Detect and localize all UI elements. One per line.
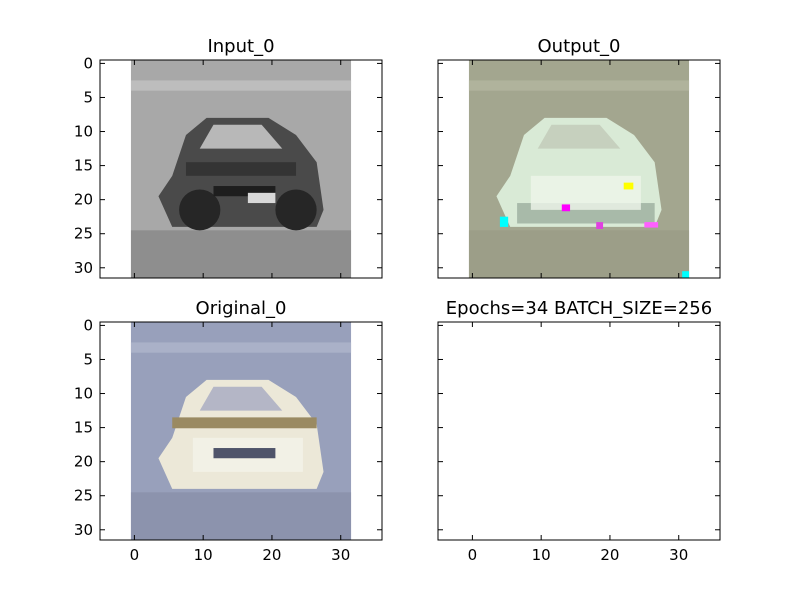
panel-output-image-artifact <box>644 222 659 228</box>
panel-output-image-artifact <box>623 182 634 190</box>
panel-output-image <box>468 60 690 278</box>
panel-output-image-car-window <box>537 124 621 149</box>
panel-original-ytick-label: 10 <box>74 385 93 403</box>
panel-original-ytick-label: 25 <box>74 487 93 505</box>
panel-original-axes-frame <box>99 321 383 541</box>
panel-original-image-horizon <box>130 342 352 353</box>
panel-input-ytick-label: 5 <box>83 88 93 106</box>
panel-input-image-road <box>130 230 352 278</box>
panel-input-ytick-label: 25 <box>74 225 93 243</box>
panel-output-image-road <box>468 230 690 278</box>
panel-output-image-car-highlight <box>530 175 641 210</box>
panel-original-image-car-window <box>199 386 283 411</box>
panel-original-ytick-label: 30 <box>74 521 93 539</box>
panel-original-image-road <box>130 492 352 540</box>
panel-output-image-artifact <box>682 271 690 278</box>
panel-input-ytick-label: 30 <box>74 259 93 277</box>
panel-original: Original_0 0 10 20 30 0 5 10 15 20 25 30 <box>74 298 383 564</box>
panel-output-image-artifact <box>596 222 604 229</box>
panel-original-ytick-label: 20 <box>74 453 93 471</box>
panel-output: Output_0 <box>437 36 721 279</box>
panel-input: Input_0 0 5 10 15 20 25 30 <box>74 36 383 279</box>
panel-input-ytick-label: 20 <box>74 191 93 209</box>
panel-output-title: Output_0 <box>538 36 621 57</box>
panel-original-image <box>130 322 352 540</box>
panel-info-xtick-label: 10 <box>532 546 551 564</box>
panel-original-ytick-label: 5 <box>83 350 93 368</box>
panel-info: Epochs=34 BATCH_SIZE=256 0 10 20 30 <box>437 298 721 564</box>
panel-output-image-horizon <box>468 80 690 91</box>
panel-input-ytick-label: 0 <box>83 54 93 72</box>
panel-output-axes-frame <box>437 59 721 279</box>
panel-original-title: Original_0 <box>196 298 287 319</box>
panel-input-image <box>130 60 352 278</box>
panel-input-image-car-shadow <box>185 162 297 176</box>
panel-info-xtick-label: 30 <box>669 546 688 564</box>
panel-input-title: Input_0 <box>207 36 274 57</box>
panel-info-axes-frame <box>437 321 721 541</box>
panel-original-xtick-label: 20 <box>262 546 281 564</box>
panel-input-ytick-label: 10 <box>74 123 93 141</box>
panel-original-image-car-grille <box>213 448 276 459</box>
subplots-grid: Input_0 0 5 10 15 20 25 30 Output_0 Original_0 0 10… <box>74 36 721 564</box>
panel-original-ytick-label: 0 <box>83 316 93 334</box>
panel-input-axes-frame <box>99 59 383 279</box>
panel-input-image-horizon <box>130 80 352 91</box>
panel-input-image-car-wheel <box>275 189 317 231</box>
panel-input-image-car-wheel <box>179 189 221 231</box>
panel-info-xtick-label: 20 <box>600 546 619 564</box>
panel-input-image-car-plate <box>247 192 276 204</box>
panel-original-xtick-label: 10 <box>194 546 213 564</box>
panel-info-title: Epochs=34 BATCH_SIZE=256 <box>446 298 712 319</box>
panel-original-xtick-label: 30 <box>331 546 350 564</box>
panel-output-image-artifact <box>561 204 571 212</box>
panel-original-xtick-label: 0 <box>130 546 140 564</box>
panel-original-image-car-trim <box>172 417 317 429</box>
panel-input-ytick-label: 15 <box>74 157 93 175</box>
panel-original-ytick-label: 15 <box>74 419 93 437</box>
panel-input-image-car-grille <box>213 186 276 197</box>
panel-info-xtick-label: 0 <box>468 546 478 564</box>
panel-output-image-artifact <box>499 216 509 227</box>
panel-input-image-car-window <box>199 124 283 149</box>
